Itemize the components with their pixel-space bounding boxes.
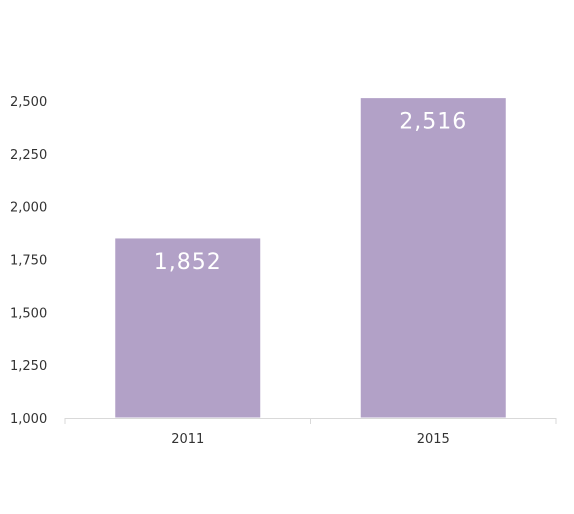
data-label-2011: 1,852 [154, 250, 222, 275]
y-tick-label: 1,750 [10, 254, 47, 269]
y-tick-label: 1,000 [10, 412, 47, 427]
y-tick-label: 2,250 [10, 148, 47, 163]
x-axis-tick-labels: 2011 2015 [171, 432, 450, 447]
y-tick-label: 2,000 [10, 201, 47, 216]
y-tick-label: 1,250 [10, 359, 47, 374]
x-tick-label: 2011 [171, 432, 204, 447]
data-label-2015: 2,516 [399, 110, 467, 135]
y-axis-tick-labels: 1,000 1,250 1,500 1,750 2,000 2,250 2,500 [10, 95, 47, 427]
bars-group: 1,852 2,516 [114, 97, 507, 419]
x-axis-ticks [64, 418, 557, 424]
bar-2011 [114, 237, 262, 419]
bar-2015 [359, 97, 507, 419]
y-tick-label: 1,500 [10, 306, 47, 321]
y-tick-label: 2,500 [10, 95, 47, 110]
x-tick-label: 2015 [417, 432, 450, 447]
